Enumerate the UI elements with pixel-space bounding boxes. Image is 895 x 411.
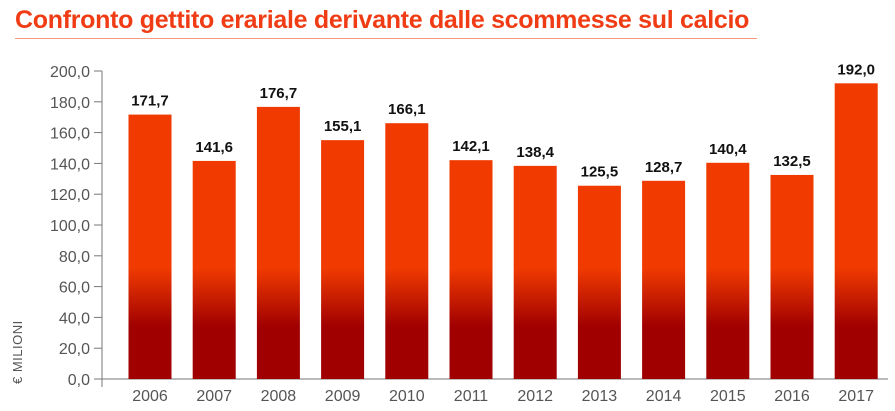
y-tick-label: 200,0 xyxy=(50,64,90,81)
data-label: 176,7 xyxy=(260,85,298,102)
bar-2015 xyxy=(706,162,750,379)
bar-2010 xyxy=(385,123,429,380)
data-label: 171,7 xyxy=(131,93,169,110)
bar-2011 xyxy=(449,160,493,379)
bar-2014 xyxy=(642,180,686,379)
y-tick-label: 100,0 xyxy=(50,218,90,235)
x-tick-label: 2017 xyxy=(838,388,874,405)
x-tick-label: 2009 xyxy=(325,388,361,405)
y-tick-label: 140,0 xyxy=(50,156,90,173)
data-label: 155,1 xyxy=(324,118,362,135)
x-tick-label: 2016 xyxy=(774,388,810,405)
data-label: 125,5 xyxy=(581,164,619,181)
x-tick-label: 2010 xyxy=(389,388,425,405)
x-tick-label: 2006 xyxy=(132,388,168,405)
y-tick-label: 180,0 xyxy=(50,95,90,112)
x-tick-label: 2011 xyxy=(454,388,489,405)
x-tick-label: 2015 xyxy=(710,388,746,405)
bar-2006 xyxy=(128,114,172,379)
x-tick-label: 2014 xyxy=(646,388,682,405)
y-tick-label: 40,0 xyxy=(59,310,90,327)
data-label: 132,5 xyxy=(773,153,811,170)
data-label: 140,4 xyxy=(709,141,747,158)
data-label: 128,7 xyxy=(645,159,683,176)
x-tick-label: 2013 xyxy=(582,388,618,405)
data-label: 142,1 xyxy=(452,138,490,155)
bar-2008 xyxy=(256,106,300,379)
y-tick-label: 80,0 xyxy=(59,249,90,266)
bar-2007 xyxy=(192,160,236,379)
data-label: 138,4 xyxy=(516,144,554,161)
y-tick-label: 160,0 xyxy=(50,126,90,143)
bar-2009 xyxy=(321,140,365,379)
bar-2017 xyxy=(834,83,878,379)
x-tick-label: 2007 xyxy=(196,388,232,405)
x-tick-label: 2012 xyxy=(517,388,553,405)
chart-title: Confronto gettito erariale derivante dal… xyxy=(15,6,750,34)
data-label: 192,0 xyxy=(837,61,875,78)
data-label: 141,6 xyxy=(195,139,233,156)
x-tick-label: 2008 xyxy=(261,388,297,405)
y-tick-label: 20,0 xyxy=(59,341,90,358)
bar-2013 xyxy=(577,185,621,379)
bar-2016 xyxy=(770,174,814,379)
y-tick-label: 60,0 xyxy=(59,280,90,297)
y-tick-label: 120,0 xyxy=(50,187,90,204)
bar-2012 xyxy=(513,165,557,379)
y-axis-label: € MILIONI xyxy=(10,320,25,384)
data-label: 166,1 xyxy=(388,101,426,118)
y-tick-label: 0,0 xyxy=(68,372,90,389)
title-underline xyxy=(15,38,757,39)
